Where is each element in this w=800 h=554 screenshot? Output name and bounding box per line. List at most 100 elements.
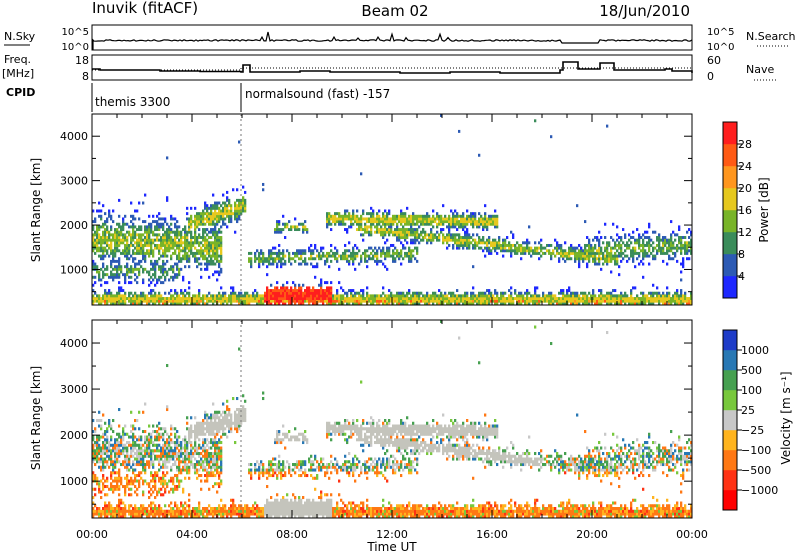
power-cell	[138, 270, 141, 274]
power-cell	[496, 214, 499, 218]
power-cell	[248, 297, 251, 300]
power-cell	[574, 249, 577, 253]
power-cell	[488, 241, 491, 245]
power-cell	[532, 251, 535, 255]
velocity-cell	[164, 474, 167, 478]
power-cell	[510, 249, 513, 253]
velocity-cell	[152, 452, 155, 456]
power-cell	[120, 241, 123, 245]
power-cell	[536, 286, 539, 290]
power-cell	[420, 222, 423, 226]
power-cell	[428, 222, 431, 226]
power-cell	[428, 302, 431, 306]
velocity-cell	[110, 424, 113, 428]
power-cell	[466, 294, 469, 298]
power-cell	[470, 294, 473, 298]
power-cell	[490, 214, 493, 218]
power-cell	[214, 209, 217, 213]
power-cell	[606, 262, 609, 266]
power-cell	[116, 249, 119, 253]
velocity-cell	[172, 452, 175, 456]
velocity-cell	[166, 441, 169, 445]
power-cell	[142, 257, 145, 261]
power-cell	[202, 230, 205, 234]
power-cell	[156, 214, 159, 218]
velocity-cell	[164, 487, 167, 491]
power-cell	[606, 246, 609, 250]
power-cell	[576, 291, 579, 295]
power-cell	[158, 294, 161, 298]
power-cell	[472, 299, 475, 303]
power-cell	[566, 297, 569, 300]
velocity-cell	[114, 509, 117, 513]
power-cell	[414, 302, 417, 306]
power-cell	[542, 246, 545, 250]
power-cell	[104, 297, 107, 300]
velocity-cell	[126, 479, 129, 483]
power-cell	[100, 217, 103, 221]
power-cell	[450, 209, 453, 213]
power-cell	[448, 299, 451, 303]
power-cell	[524, 302, 527, 306]
power-cell	[266, 273, 269, 277]
power-cell	[238, 294, 241, 298]
velocity-cell	[128, 493, 131, 497]
power-cell	[338, 214, 341, 218]
power-cell	[200, 236, 203, 239]
power-cell	[160, 236, 163, 239]
power-cell	[678, 238, 681, 242]
velocity-cell	[144, 479, 147, 483]
y-tick-label: 4000	[60, 130, 88, 143]
power-cell	[380, 220, 383, 224]
power-cell	[206, 217, 209, 221]
power-cell	[270, 291, 273, 295]
power-cell	[474, 238, 477, 242]
power-cell	[680, 238, 683, 242]
power-cell	[138, 228, 141, 232]
power-cell	[588, 302, 591, 306]
velocity-cell	[166, 364, 169, 368]
power-cell	[490, 222, 493, 226]
power-cell	[466, 238, 469, 242]
power-cell	[208, 259, 211, 263]
power-cell	[434, 291, 437, 295]
power-cell	[684, 299, 687, 303]
power-cell	[462, 222, 465, 226]
power-cell	[296, 251, 299, 255]
power-cell	[176, 262, 179, 266]
power-cell	[336, 220, 339, 224]
power-cell	[554, 254, 557, 258]
power-cell	[158, 225, 161, 229]
velocity-cell	[144, 468, 147, 472]
power-cell	[450, 217, 453, 221]
power-cell	[682, 294, 685, 298]
power-cell	[462, 228, 465, 232]
power-cell	[462, 225, 465, 229]
power-cell	[676, 294, 679, 298]
power-cell	[158, 243, 161, 247]
power-cell	[574, 299, 577, 303]
velocity-cell	[180, 512, 183, 516]
power-cell	[152, 262, 155, 266]
power-cell	[212, 214, 215, 218]
velocity-cell	[118, 443, 121, 447]
power-cell	[108, 299, 111, 303]
power-cell	[626, 259, 629, 263]
power-cell	[128, 281, 131, 285]
power-cell	[508, 249, 511, 253]
power-cell	[162, 297, 165, 300]
power-cell	[450, 238, 453, 242]
power-cell	[458, 236, 461, 239]
velocity-cell	[162, 449, 165, 453]
power-cell	[392, 297, 395, 300]
velocity-cell	[176, 476, 179, 480]
power-cell	[604, 294, 607, 298]
power-cell	[464, 299, 467, 303]
power-cell	[380, 249, 383, 253]
velocity-cell	[156, 457, 159, 461]
power-cell	[174, 262, 177, 266]
power-cell	[606, 257, 609, 261]
power-cell	[468, 214, 471, 218]
power-cell	[328, 265, 331, 269]
power-cell	[168, 246, 171, 250]
